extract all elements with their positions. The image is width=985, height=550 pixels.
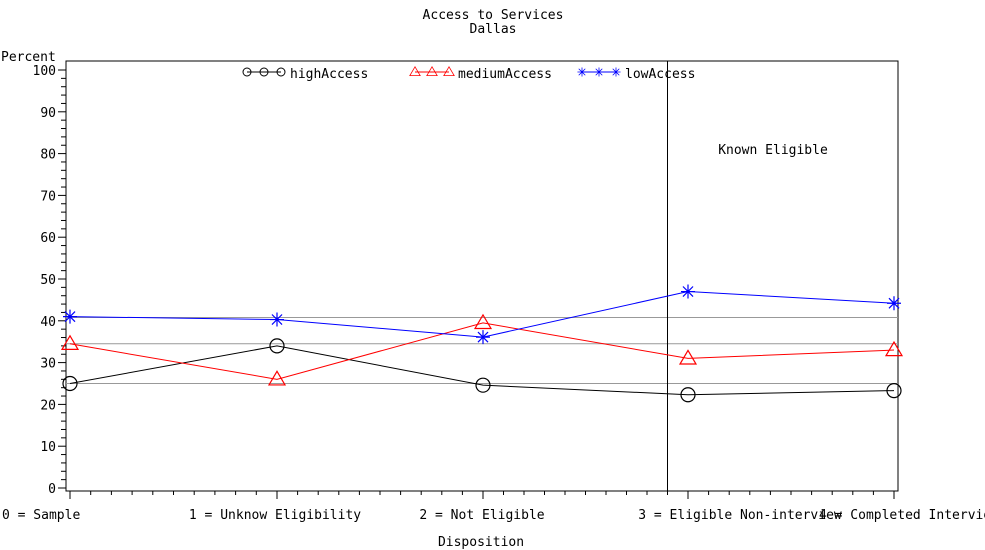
y-tick-label: 60 [40,231,56,246]
y-tick-label: 70 [40,189,56,204]
y-tick-label: 40 [40,315,56,330]
data-point-highAccess [62,375,78,392]
y-tick-label: 90 [40,106,56,121]
data-point-mediumAccess [60,334,80,350]
x-tick-label: 1 = Unknow Eligibility [189,508,361,523]
chart-title: Access to Services [423,8,564,23]
y-tick-label: 100 [33,64,56,79]
series-line-mediumAccess [69,322,895,380]
series-line-lowAccess [69,291,895,338]
data-point-highAccess [475,377,491,393]
y-axis-label: Percent [1,50,56,65]
data-point-highAccess [680,387,696,403]
y-tick-label: 20 [40,398,56,413]
y-tick-label: 0 [48,482,56,497]
data-point-mediumAccess [884,340,904,357]
legend-marker [577,67,587,77]
legend-item-lowAccess: lowAccess [577,67,695,82]
legend-marker [276,67,286,77]
x-tick-label: 3 = Eligible Non-interview [638,508,842,523]
legend-marker [242,67,252,77]
legend-marker [426,66,438,77]
data-point-lowAccess [270,312,284,327]
legend-label: highAccess [290,67,368,82]
chart-subtitle: Dallas [470,22,517,37]
legend-marker [611,67,621,77]
data-point-mediumAccess [473,313,493,330]
series-line-highAccess [69,345,895,396]
legend-label: mediumAccess [458,67,552,82]
data-point-highAccess [886,383,902,399]
data-point-lowAccess [476,330,490,345]
legend-marker [594,67,604,77]
y-tick-label: 30 [40,357,56,372]
x-tick-label: 0 = Sample [2,508,80,523]
data-point-lowAccess [63,309,77,324]
legend-item-highAccess: highAccess [242,67,368,82]
data-point-mediumAccess [267,370,287,386]
data-point-lowAccess [887,296,901,311]
y-tick-label: 50 [40,273,56,288]
legend-item-mediumAccess: mediumAccess [409,66,552,82]
x-tick-label: 2 = Not Eligible [419,508,544,523]
x-tick-label: 4 = Completed Interview [819,508,985,523]
y-tick-label: 80 [40,148,56,163]
data-point-highAccess [269,338,285,354]
y-tick-label: 10 [40,440,56,455]
x-axis-label: Disposition [438,535,524,550]
plot-frame [65,60,899,492]
legend-label: lowAccess [625,67,695,82]
legend-marker [409,66,421,77]
legend-marker [259,67,269,77]
data-point-lowAccess [681,284,695,299]
annotation-known-eligible: Known Eligible [718,143,828,158]
data-point-mediumAccess [678,349,698,365]
legend-marker [443,66,455,77]
